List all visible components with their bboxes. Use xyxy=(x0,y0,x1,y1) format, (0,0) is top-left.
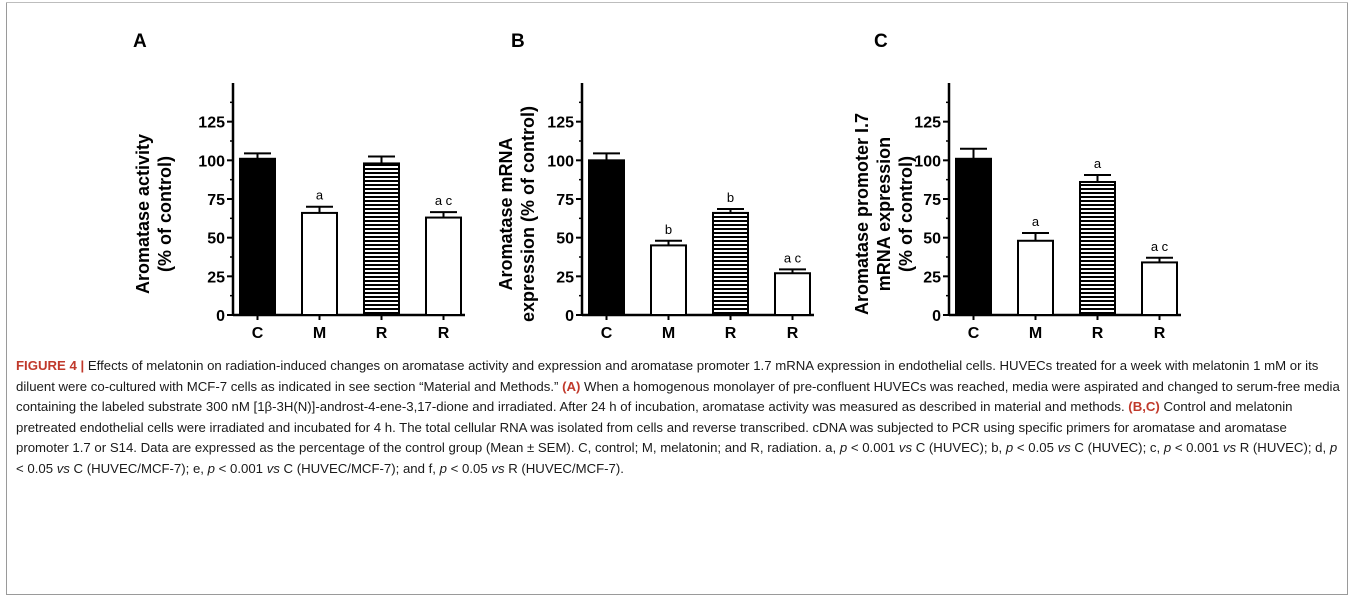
y-tick-label: 25 xyxy=(923,269,941,286)
y-tick-label: 125 xyxy=(198,115,225,132)
caption-text: C (HUVEC/MCF-7); and f, xyxy=(279,460,440,476)
caption-text: < 0.05 xyxy=(1013,440,1058,455)
significance-label: a xyxy=(1094,156,1102,171)
caption-text: < 0.001 xyxy=(1171,440,1223,455)
category-label: M xyxy=(1029,325,1042,342)
y-tick-label: 25 xyxy=(556,269,574,286)
y-tick-label: 75 xyxy=(923,192,941,209)
caption-paragraph: FIGURE 4 | Effects of melatonin on radia… xyxy=(16,356,1342,479)
caption-text: < 0.05 xyxy=(446,460,492,476)
y-tick-label: 100 xyxy=(914,153,941,170)
caption-text: vs xyxy=(56,460,70,476)
category-label: C xyxy=(252,325,264,342)
bar xyxy=(955,157,992,316)
bar xyxy=(425,216,462,316)
caption-text: p xyxy=(1329,440,1338,455)
category-label: M xyxy=(313,325,326,342)
category-label: M xyxy=(662,325,675,342)
category-label: R xyxy=(787,325,799,342)
y-tick-label: 125 xyxy=(547,115,574,132)
bar xyxy=(588,159,625,316)
y-tick-label: 50 xyxy=(207,231,225,248)
y-axis-label: Aromatase promoter I.7 xyxy=(852,113,872,315)
significance-label: b xyxy=(665,222,672,237)
panel-letter: B xyxy=(511,31,525,52)
y-axis-label: expression (% of control) xyxy=(518,106,538,322)
bar xyxy=(1017,239,1054,316)
caption-text: C (HUVEC); c, xyxy=(1070,440,1164,455)
bar xyxy=(1141,261,1178,316)
bar xyxy=(363,162,400,316)
y-tick-label: 50 xyxy=(556,231,574,248)
caption-text: < 0.001 xyxy=(214,460,267,476)
caption-text: R (HUVEC/MCF-7). xyxy=(504,460,624,476)
y-axis-label: (% of control) xyxy=(896,156,916,272)
category-label: R xyxy=(725,325,737,342)
caption-text: < 0.05 xyxy=(16,460,57,476)
bar xyxy=(650,244,687,316)
caption-text: vs xyxy=(898,440,913,455)
y-tick-label: 0 xyxy=(565,308,574,325)
top-rule xyxy=(6,2,1348,3)
y-tick-label: 0 xyxy=(216,308,225,325)
figure-label: FIGURE 4 | xyxy=(16,358,85,373)
caption-text: C (HUVEC/MCF-7); e, xyxy=(69,460,208,476)
y-axis-label: Aromatase activity xyxy=(133,134,153,294)
significance-label: b xyxy=(727,190,734,205)
figure-caption: FIGURE 4 | Effects of melatonin on radia… xyxy=(16,356,1342,479)
caption-text: vs xyxy=(1222,440,1237,455)
significance-label: a c xyxy=(1151,239,1169,254)
bar xyxy=(1079,180,1116,316)
caption-text: vs xyxy=(1057,440,1071,455)
caption-text: p xyxy=(1005,440,1014,455)
bar xyxy=(712,211,749,316)
y-tick-label: 50 xyxy=(923,231,941,248)
category-label: R xyxy=(438,325,450,342)
significance-label: a xyxy=(316,188,324,203)
caption-text: p xyxy=(439,460,447,476)
y-tick-label: 75 xyxy=(556,192,574,209)
y-tick-label: 25 xyxy=(207,269,225,286)
category-label: C xyxy=(968,325,980,342)
y-axis-label: (% of control) xyxy=(155,156,175,272)
panel-letter: A xyxy=(133,31,147,52)
y-tick-label: 0 xyxy=(932,308,941,325)
caption-text: p xyxy=(207,460,215,476)
caption-text: Control and melatonin pretreated endothe… xyxy=(16,399,1293,455)
y-axis-label: mRNA expression xyxy=(874,137,894,291)
category-label: R xyxy=(1092,325,1104,342)
caption-text: vs xyxy=(491,460,505,476)
bar xyxy=(239,157,276,316)
panel-letter: C xyxy=(874,31,888,52)
y-tick-label: 100 xyxy=(547,153,574,170)
caption-text: R (HUVEC); d, xyxy=(1236,440,1330,455)
y-axis-label: Aromatase mRNA xyxy=(496,137,516,290)
caption-panel-ref: (A) xyxy=(562,378,581,394)
significance-label: a xyxy=(1032,214,1040,229)
caption-text: Effects of melatonin on radiation-induce… xyxy=(16,358,1319,394)
category-label: C xyxy=(601,325,613,342)
caption-text: C (HUVEC); b, xyxy=(912,440,1006,455)
bar xyxy=(774,272,811,316)
caption-text: When a homogenous monolayer of pre-confl… xyxy=(16,378,1340,415)
caption-panel-ref: (B,C) xyxy=(1128,399,1160,414)
y-tick-label: 75 xyxy=(207,192,225,209)
significance-label: a c xyxy=(784,250,802,265)
caption-text: < 0.001 xyxy=(847,440,899,455)
category-label: R xyxy=(1154,325,1166,342)
caption-text: p xyxy=(839,440,848,455)
y-tick-label: 100 xyxy=(198,153,225,170)
caption-text: vs xyxy=(266,460,280,476)
bar xyxy=(301,211,338,316)
category-label: R xyxy=(376,325,388,342)
caption-text: p xyxy=(1163,440,1172,455)
significance-label: a c xyxy=(435,193,453,208)
y-tick-label: 125 xyxy=(914,115,941,132)
